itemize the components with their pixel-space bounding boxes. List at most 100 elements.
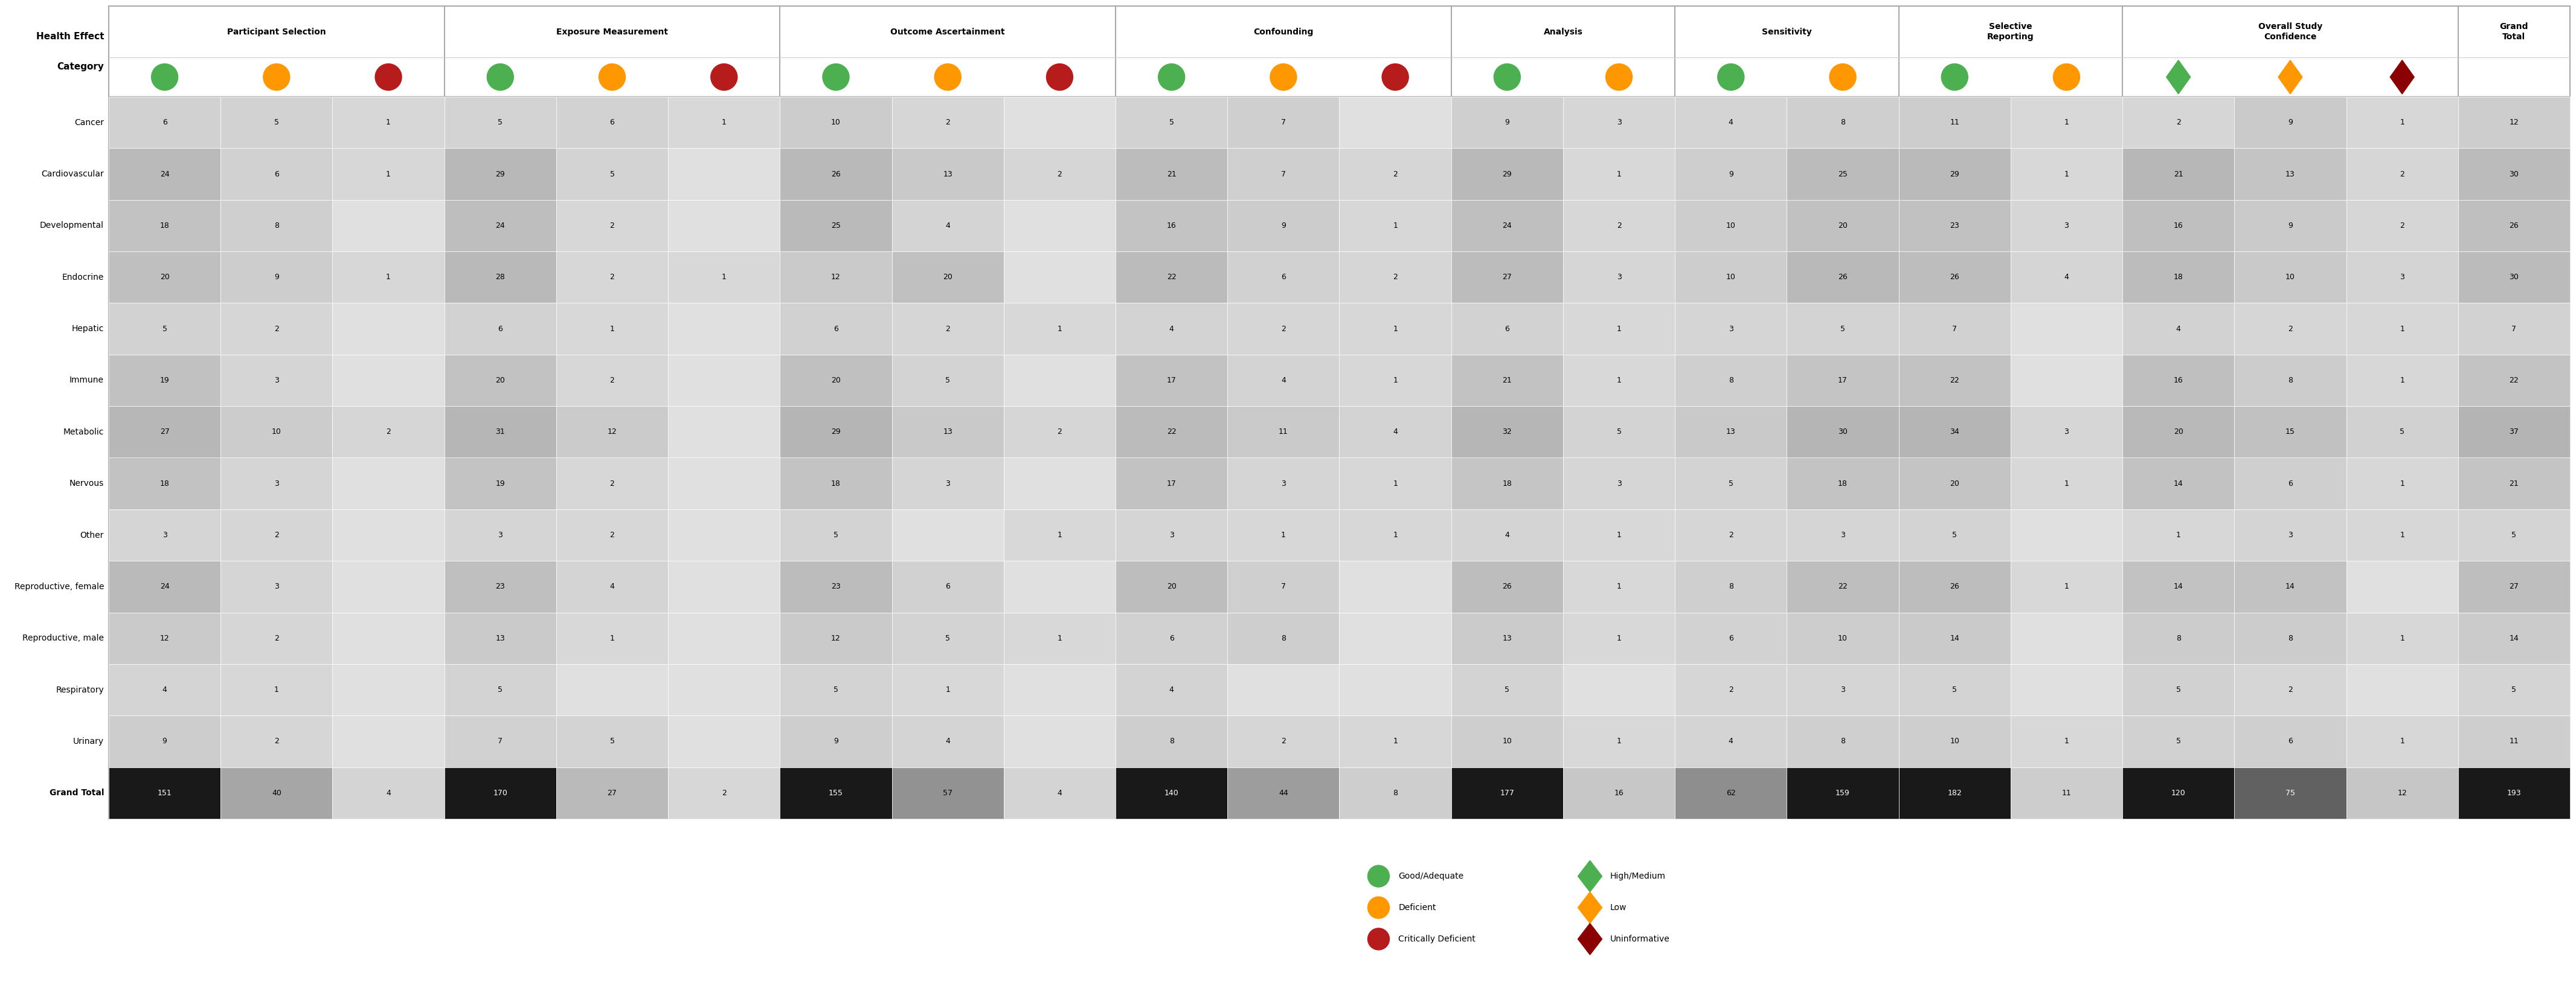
Text: 4: 4	[945, 737, 951, 745]
Bar	[2123, 200, 2233, 251]
Text: 12: 12	[832, 634, 840, 642]
Bar	[2347, 303, 2458, 355]
Bar	[222, 148, 332, 200]
Bar	[781, 303, 891, 355]
Text: 8: 8	[2287, 634, 2293, 642]
Bar	[2347, 148, 2458, 200]
Bar	[556, 561, 667, 613]
Text: 1: 1	[1056, 634, 1061, 642]
Bar	[1564, 148, 1674, 200]
Bar	[108, 406, 222, 457]
Text: 2: 2	[273, 634, 278, 642]
Bar	[2458, 613, 2571, 664]
Bar	[443, 715, 556, 768]
Text: High/Medium: High/Medium	[1610, 872, 1667, 880]
Bar	[667, 561, 781, 613]
Text: 14: 14	[2174, 583, 2182, 591]
Text: 1: 1	[2063, 737, 2069, 745]
Text: 6: 6	[1504, 325, 1510, 333]
Text: 5: 5	[497, 119, 502, 126]
Circle shape	[935, 64, 961, 90]
Text: Good/Adequate: Good/Adequate	[1399, 872, 1463, 880]
Text: Critically Deficient: Critically Deficient	[1399, 935, 1476, 944]
Text: Analysis: Analysis	[1543, 28, 1582, 36]
Text: 2: 2	[611, 221, 616, 229]
Bar	[556, 613, 667, 664]
Text: 11: 11	[2509, 737, 2519, 745]
Text: Urinary: Urinary	[72, 737, 103, 746]
Bar	[556, 251, 667, 303]
Bar	[781, 664, 891, 715]
Bar	[1340, 97, 1450, 148]
Text: 4: 4	[611, 583, 616, 591]
Bar	[2233, 148, 2347, 200]
Bar	[1564, 251, 1674, 303]
Bar	[2123, 355, 2233, 406]
Text: 1: 1	[2401, 737, 2403, 745]
Bar	[667, 200, 781, 251]
Bar	[2458, 97, 2571, 148]
Bar	[1788, 355, 1899, 406]
Text: 20: 20	[1950, 479, 1960, 487]
Bar	[556, 715, 667, 768]
Bar	[2347, 406, 2458, 457]
Text: 40: 40	[270, 789, 281, 797]
Text: 2: 2	[1280, 737, 1285, 745]
Text: 193: 193	[2506, 789, 2522, 797]
Bar	[891, 355, 1005, 406]
Text: 3: 3	[2287, 532, 2293, 539]
Bar	[891, 97, 1005, 148]
Bar	[108, 97, 222, 148]
Text: 29: 29	[1502, 170, 1512, 178]
Text: 13: 13	[1726, 428, 1736, 436]
Text: 34: 34	[1950, 428, 1960, 436]
Bar	[2458, 148, 2571, 200]
Bar	[443, 97, 556, 148]
Text: 29: 29	[832, 428, 840, 436]
Bar	[108, 768, 222, 819]
Bar	[222, 715, 332, 768]
Text: 21: 21	[2174, 170, 2182, 178]
Text: 6: 6	[1728, 634, 1734, 642]
Bar	[332, 613, 443, 664]
Text: 11: 11	[1950, 119, 1960, 126]
Text: 19: 19	[495, 479, 505, 487]
Text: 17: 17	[1839, 376, 1847, 384]
Circle shape	[376, 64, 402, 90]
Bar	[443, 613, 556, 664]
Bar	[2347, 510, 2458, 561]
Text: 6: 6	[273, 170, 278, 178]
Bar	[1229, 664, 1340, 715]
Text: 27: 27	[608, 789, 616, 797]
Bar	[891, 510, 1005, 561]
Bar	[1899, 715, 2012, 768]
Bar	[667, 251, 781, 303]
Text: 4: 4	[1170, 325, 1175, 333]
Bar	[1674, 613, 1788, 664]
Circle shape	[1494, 64, 1520, 90]
Bar	[1674, 715, 1788, 768]
Bar	[781, 457, 891, 510]
Bar	[2012, 148, 2123, 200]
Text: 4: 4	[1170, 686, 1175, 694]
Text: Health Effect: Health Effect	[36, 32, 103, 41]
Bar	[1115, 406, 1229, 457]
Text: 5: 5	[1504, 686, 1510, 694]
Text: 4: 4	[1504, 532, 1510, 539]
Bar	[556, 200, 667, 251]
Bar	[1788, 148, 1899, 200]
Text: 16: 16	[2174, 221, 2182, 229]
Text: 8: 8	[2287, 376, 2293, 384]
Bar	[2233, 406, 2347, 457]
Bar	[332, 97, 443, 148]
Text: 16: 16	[1615, 789, 1623, 797]
Circle shape	[1942, 64, 1968, 90]
Text: 1: 1	[1280, 532, 1285, 539]
Text: 3: 3	[1618, 119, 1620, 126]
Text: 9: 9	[1280, 221, 1285, 229]
Bar	[556, 148, 667, 200]
Bar	[1229, 200, 1340, 251]
Bar	[891, 664, 1005, 715]
Text: 12: 12	[2509, 119, 2519, 126]
Bar	[1564, 97, 1674, 148]
